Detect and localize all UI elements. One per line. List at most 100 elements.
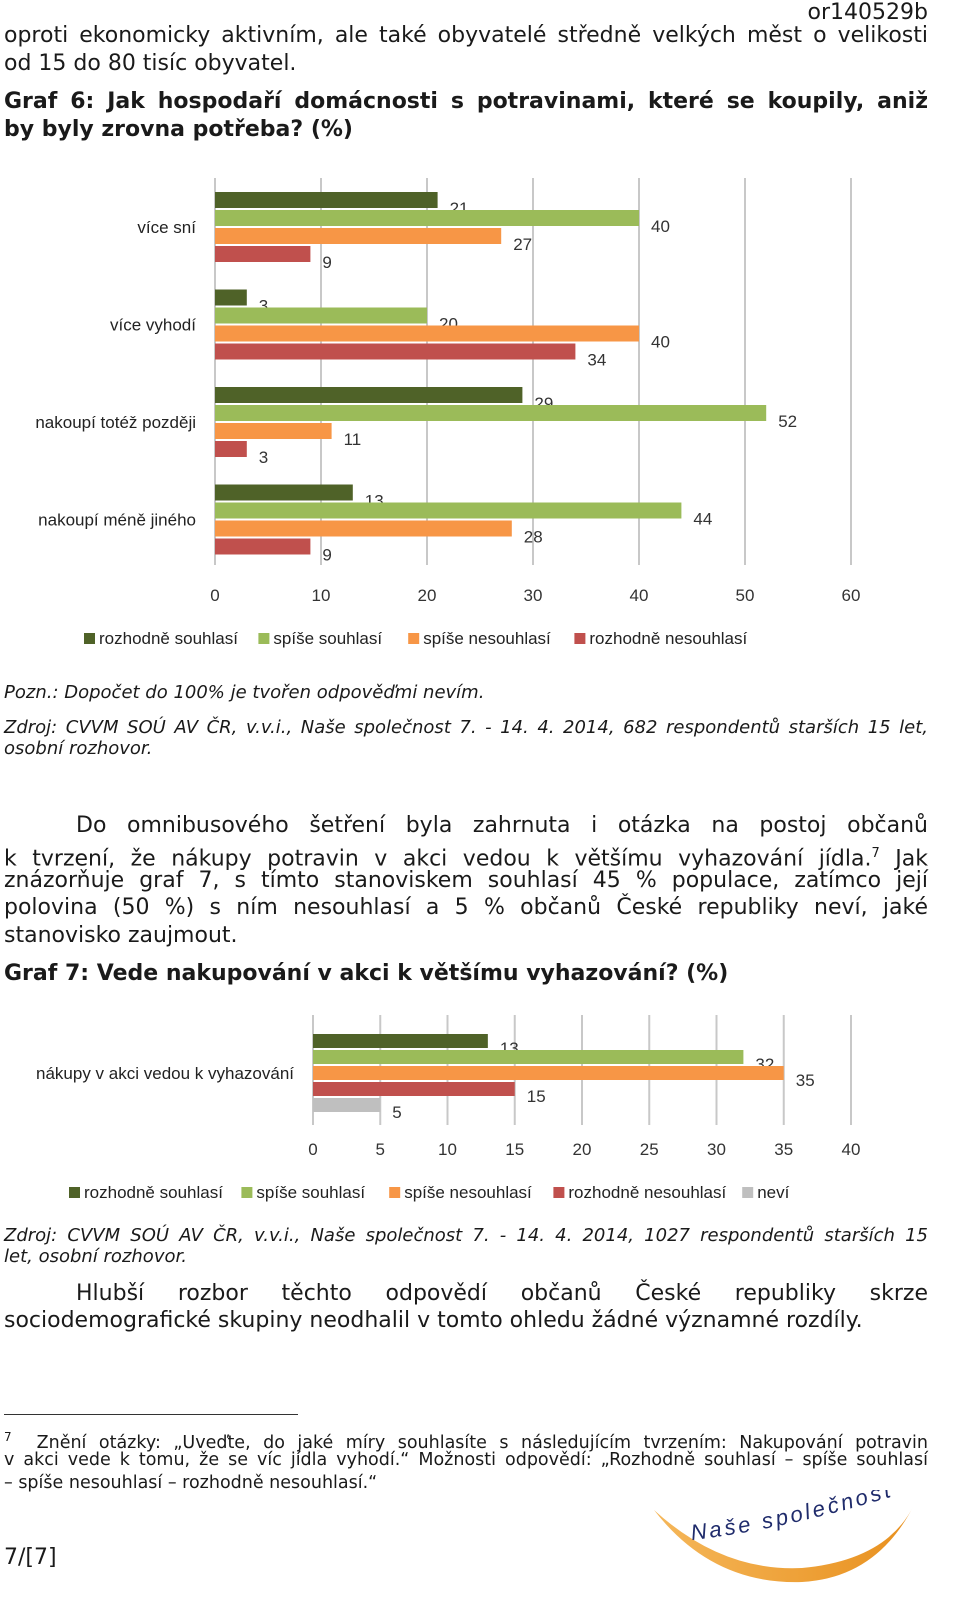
graph7-source-line-2: let, osobní rozhovor.: [4, 1246, 187, 1267]
data-label: 34: [587, 351, 606, 370]
bar: [215, 228, 502, 244]
bar: [215, 502, 682, 519]
page-number: 7/[7]: [4, 1545, 57, 1570]
x-tick-label: 30: [707, 1140, 726, 1159]
legend-swatch: [69, 1187, 80, 1198]
legend-label: neví: [757, 1183, 789, 1202]
bar: [215, 538, 311, 555]
graph7-source-line-1: Zdroj: CVVM SOÚ AV ČR, v.v.i., Naše spol…: [4, 1225, 928, 1246]
paragraph-line-4: polovina (50 %) s ním nesouhlasí a 5 % o…: [4, 895, 928, 920]
svg-text:Naše společnost: Naše společnost: [689, 1490, 896, 1545]
graph6-title-line-2: by byly zrovna potřeba? (%): [4, 117, 353, 142]
bar: [215, 441, 247, 457]
data-label: 44: [693, 510, 712, 529]
legend-label: spíše souhlasí: [273, 629, 382, 648]
legend-label: spíše souhlasí: [256, 1183, 365, 1202]
bar: [215, 520, 512, 537]
footnote-line-3: – spíše nesouhlasí – rozhodně nesouhlasí…: [4, 1473, 378, 1493]
conclusion-line-2: sociodemografické skupiny neodhalil v to…: [4, 1308, 863, 1333]
footnote-number: 7: [4, 1430, 12, 1444]
category-label: nakoupí totéž později: [35, 413, 196, 432]
data-label: 35: [796, 1071, 815, 1090]
legend-swatch: [258, 633, 270, 644]
intro-line-1: oproti ekonomicky aktivním, ale také oby…: [4, 23, 928, 48]
x-tick-label: 10: [438, 1140, 457, 1159]
category-label: nakoupí méně jiného: [38, 511, 196, 530]
bar: [215, 192, 438, 208]
category-label: více vyhodí: [110, 316, 196, 335]
data-label: 40: [651, 333, 670, 352]
bar: [215, 484, 353, 501]
data-label: 52: [778, 412, 797, 431]
footnote-ref[interactable]: 7: [871, 846, 880, 861]
bar: [215, 307, 427, 324]
x-tick-label: 5: [376, 1140, 385, 1159]
legend-swatch: [84, 633, 95, 644]
x-tick-label: 60: [842, 586, 861, 605]
footnote-line-1: 7 Znění otázky: „Uveďte, do jaké míry so…: [4, 1430, 928, 1453]
paragraph-line-2: k tvrzení, že nákupy potravin v akci ved…: [4, 846, 929, 872]
bar: [215, 387, 523, 403]
bar: [215, 210, 639, 226]
data-label: 3: [259, 448, 268, 467]
data-label: 9: [322, 253, 331, 272]
legend-label: spíše nesouhlasí: [423, 629, 551, 648]
legend-swatch: [553, 1187, 565, 1198]
intro-line-2: od 15 do 80 tisíc obyvatel.: [4, 51, 297, 76]
paragraph-line-5: stanovisko zaujmout.: [4, 923, 238, 948]
graph6-source-line-1: Zdroj: CVVM SOÚ AV ČR, v.v.i., Naše spol…: [4, 717, 928, 738]
x-tick-label: 20: [418, 586, 437, 605]
x-tick-label: 0: [210, 586, 219, 605]
logo-text: Naše společnost: [689, 1490, 893, 1545]
category-label: více sní: [137, 218, 196, 237]
bar: [215, 289, 247, 306]
nase-spolecnost-logo: Naše společnost: [654, 1490, 914, 1583]
legend-label: rozhodně souhlasí: [84, 1183, 223, 1202]
document-code: or140529b: [807, 0, 928, 25]
x-tick-label: 15: [505, 1140, 524, 1159]
legend-swatch: [574, 633, 586, 644]
conclusion-line-1: Hlubší rozbor těchto odpovědí občanů Čes…: [76, 1281, 928, 1306]
bar: [313, 1066, 784, 1080]
bar: [215, 423, 332, 439]
legend-swatch: [408, 633, 420, 644]
bar: [313, 1034, 488, 1048]
data-label: 40: [651, 217, 670, 236]
bar: [313, 1082, 515, 1096]
x-tick-label: 40: [630, 586, 649, 605]
footnote-line-2: v akci vede k tomu, že se víc jídla vyho…: [4, 1450, 928, 1470]
x-tick-label: 0: [308, 1140, 317, 1159]
bar: [215, 246, 311, 262]
paragraph-line-1: Do omnibusového šetření byla zahrnuta i …: [76, 813, 928, 838]
graph7-title: Graf 7: Vede nakupování v akci k většímu…: [4, 961, 729, 986]
x-tick-label: 35: [774, 1140, 793, 1159]
data-label: 5: [392, 1103, 401, 1122]
x-tick-label: 10: [312, 586, 331, 605]
x-tick-label: 25: [640, 1140, 659, 1159]
category-label: nákupy v akci vedou k vyhazování: [36, 1064, 294, 1083]
data-label: 27: [513, 235, 532, 254]
data-label: 9: [322, 546, 331, 565]
legend-label: rozhodně nesouhlasí: [589, 629, 747, 648]
x-tick-label: 40: [842, 1140, 861, 1159]
x-tick-label: 30: [524, 586, 543, 605]
data-label: 28: [524, 528, 543, 547]
bar: [313, 1050, 744, 1064]
data-label: 15: [527, 1087, 546, 1106]
data-label: 11: [344, 430, 362, 449]
bar: [215, 343, 576, 360]
footnote-divider: [4, 1414, 298, 1415]
x-tick-label: 50: [736, 586, 755, 605]
bar: [313, 1098, 381, 1112]
chart-graph7: 0 5 10 15 20 25 30 35 40 nákupy v akci vedou k vy…: [36, 1015, 861, 1202]
graph6-source-line-2: osobní rozhovor.: [4, 738, 153, 759]
legend-swatch: [389, 1187, 401, 1198]
graph6-title-line-1: Graf 6: Jak hospodaří domácnosti s potra…: [4, 89, 928, 114]
legend-label: rozhodně souhlasí: [99, 629, 238, 648]
legend-swatch: [742, 1187, 754, 1198]
data-label: 3: [259, 297, 268, 316]
graph6-note: Pozn.: Dopočet do 100% je tvořen odpověď…: [4, 682, 485, 703]
legend-label: spíše nesouhlasí: [404, 1183, 532, 1202]
x-tick-label: 20: [573, 1140, 592, 1159]
